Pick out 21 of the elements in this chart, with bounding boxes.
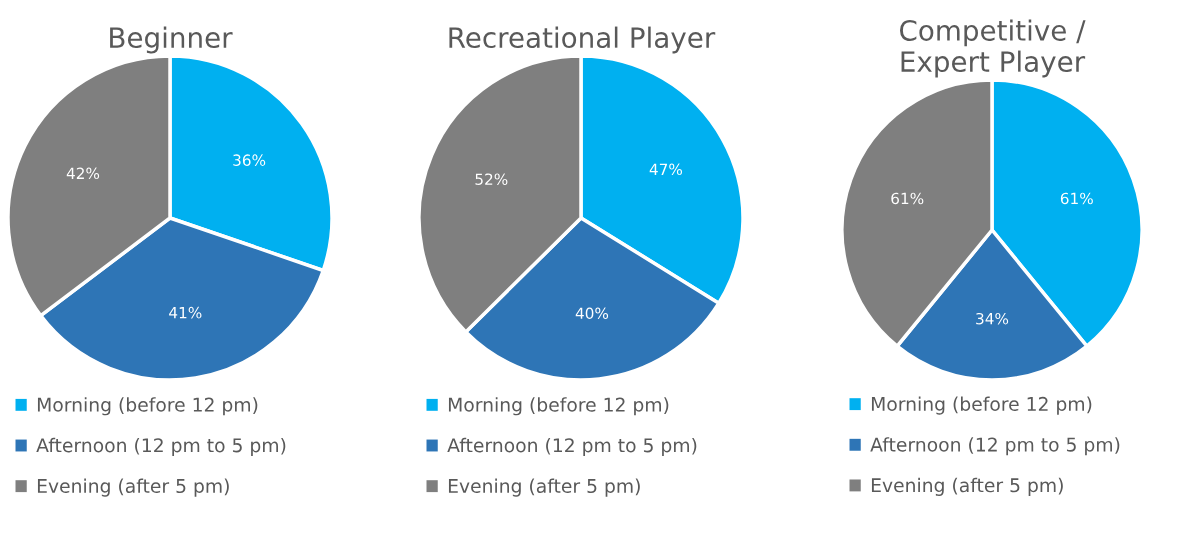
legend-label: Evening (after 5 pm) <box>37 478 229 497</box>
legend-label: Morning (before 12 pm) <box>871 396 1092 415</box>
data-label: 42% <box>66 167 100 180</box>
data-label: 40% <box>575 307 609 320</box>
legend-label: Evening (after 5 pm) <box>871 477 1063 496</box>
legend-label: Morning (before 12 pm) <box>37 397 258 416</box>
legend-label: Afternoon (12 pm to 5 pm) <box>36 437 286 457</box>
data-label: 52% <box>475 173 508 185</box>
data-label: 47% <box>649 163 683 176</box>
data-label: 61% <box>1060 192 1093 205</box>
legend-label: Morning (before 12 pm) <box>448 397 669 416</box>
chart-title: Competitive / Expert Player <box>900 19 1086 78</box>
legend-label: Evening (after 5 pm) <box>448 478 640 497</box>
chart-title: Beginner <box>110 26 233 54</box>
chart-title: Recreational Player <box>449 26 716 54</box>
legend-label: Afternoon (12 pm to 5 pm) <box>870 437 1120 456</box>
data-label: 34% <box>976 312 1009 325</box>
legend-label: Afternoon (12 pm to 5 pm) <box>447 437 697 457</box>
data-label: 41% <box>169 306 202 319</box>
data-label: 61% <box>891 192 924 205</box>
data-label: 36% <box>233 154 266 166</box>
